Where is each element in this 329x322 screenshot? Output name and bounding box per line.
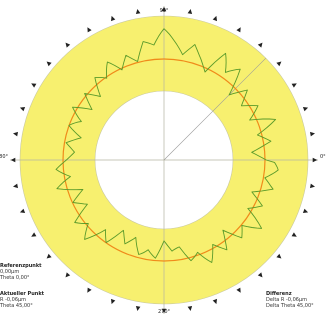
angle-tick	[310, 183, 315, 189]
angle-tick	[257, 272, 263, 278]
chart-axes	[10, 6, 318, 314]
angle-tick	[13, 183, 18, 189]
angle-tick	[65, 272, 71, 278]
current-point-info: Aktueller Punkt R -0,06µm Theta 45,00°	[0, 291, 44, 309]
angle-tick	[312, 157, 318, 163]
reference-circle	[62, 58, 266, 262]
reference-circle-line	[62, 58, 266, 262]
angle-tick	[19, 107, 26, 112]
angle-tick	[187, 9, 193, 14]
angle-tick	[65, 42, 71, 48]
reference-point-title: Referenzpunkt	[0, 263, 42, 269]
angle-tick	[31, 83, 37, 88]
angle-tick	[236, 287, 241, 293]
difference-theta: Delta Theta 45,00°	[266, 303, 314, 309]
angle-tick	[135, 9, 141, 14]
current-point-theta: Theta 45,00°	[0, 303, 33, 309]
angle-tick	[161, 6, 167, 12]
angle-tick	[111, 15, 116, 22]
angle-tick	[291, 232, 297, 237]
angle-tick	[31, 232, 37, 237]
current-point-title: Aktueller Punkt	[0, 291, 45, 297]
angle-tick	[302, 107, 309, 112]
current-point-indicator	[163, 57, 267, 161]
trace-line	[55, 28, 279, 263]
angle-tick	[212, 15, 217, 22]
angle-tick	[187, 306, 193, 311]
angle-ticks	[10, 6, 318, 314]
angle-labels: 90° 0° 180° 270°	[0, 8, 326, 315]
angle-tick	[310, 131, 315, 137]
difference-radius: Delta R -0,06µm	[266, 297, 307, 303]
angle-tick	[291, 83, 297, 88]
angle-label: 180°	[0, 154, 8, 160]
angle-label: 0°	[320, 154, 326, 160]
angle-tick	[13, 131, 18, 137]
reference-point-radius: 0,00µm	[0, 269, 20, 275]
angle-tick	[87, 287, 92, 293]
angle-tick	[257, 42, 263, 48]
angle-tick	[161, 308, 167, 314]
current-point-radius: R -0,06µm	[0, 297, 27, 303]
angle-label: 270°	[158, 309, 171, 315]
angle-tick	[236, 27, 241, 33]
angle-tick	[87, 27, 92, 33]
reference-point-info: Referenzpunkt 0,00µm Theta 0,00°	[0, 263, 42, 281]
angle-tick	[19, 208, 26, 213]
difference-title: Differenz	[266, 291, 292, 297]
angle-tick	[135, 306, 141, 311]
angle-tick	[46, 61, 52, 67]
angle-tick	[111, 298, 116, 305]
angle-tick	[10, 157, 16, 163]
roundness-trace	[55, 28, 279, 263]
angle-tick	[46, 253, 52, 259]
angle-tick	[302, 208, 309, 213]
angle-label: 90°	[160, 8, 169, 14]
reference-point-theta: Theta 0,00°	[0, 275, 30, 281]
difference-info: Differenz Delta R -0,06µm Delta Theta 45…	[266, 291, 314, 309]
angle-tick	[212, 298, 217, 305]
angle-tick	[276, 61, 282, 67]
angle-tick	[276, 253, 282, 259]
